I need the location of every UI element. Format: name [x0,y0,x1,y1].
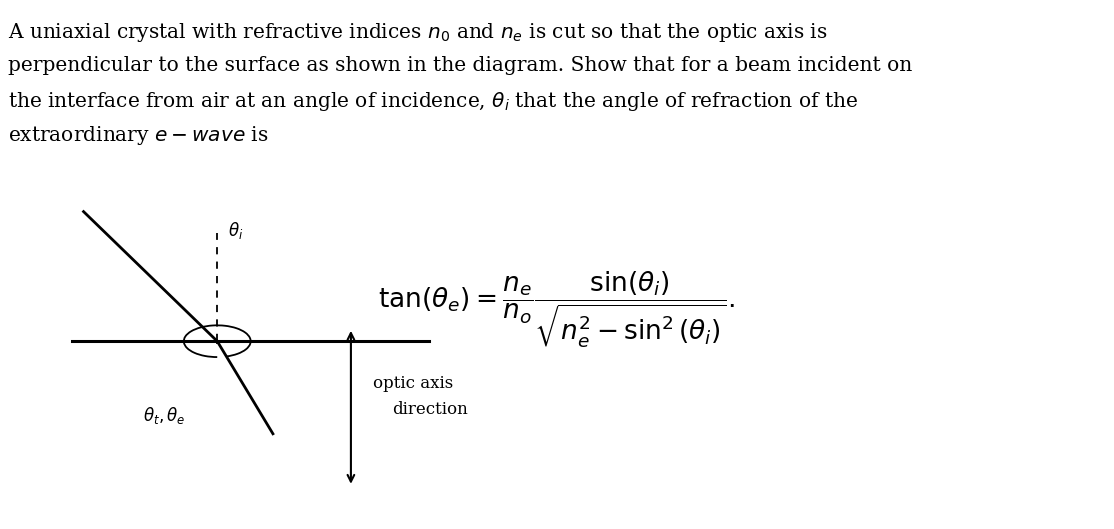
Text: $\tan(\theta_e) = \dfrac{n_e}{n_o}\dfrac{\sin(\theta_i)}{\sqrt{n_e^2 - \sin^2(\t: $\tan(\theta_e) = \dfrac{n_e}{n_o}\dfrac… [379,269,735,350]
Text: perpendicular to the surface as shown in the diagram. Show that for a beam incid: perpendicular to the surface as shown in… [8,56,912,75]
Text: direction: direction [392,402,468,418]
Text: $\theta_t, \theta_e$: $\theta_t, \theta_e$ [143,405,185,426]
Text: $\theta_i$: $\theta_i$ [228,220,244,241]
Text: A uniaxial crystal with refractive indices $n_0$ and $n_e$ is cut so that the op: A uniaxial crystal with refractive indic… [8,21,828,44]
Text: optic axis: optic axis [373,375,453,392]
Text: extraordinary $e-\mathit{wave}$ is: extraordinary $e-\mathit{wave}$ is [8,124,268,147]
Text: the interface from air at an angle of incidence, $\theta_i$ that the angle of re: the interface from air at an angle of in… [8,90,858,113]
